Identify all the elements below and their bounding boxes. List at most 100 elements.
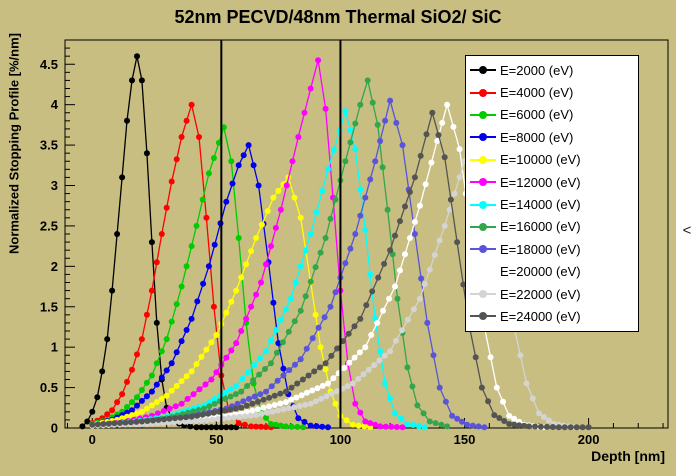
series-marker	[199, 411, 206, 418]
series-marker	[379, 164, 386, 171]
series-marker	[251, 362, 258, 369]
series-marker	[478, 384, 485, 391]
series-marker	[446, 206, 453, 213]
series-marker	[404, 364, 411, 371]
series-marker	[138, 397, 145, 404]
series-marker	[567, 424, 574, 431]
series-marker	[300, 424, 307, 431]
legend-item-0: E=2000 (eV)	[466, 59, 638, 81]
series-marker	[376, 357, 383, 364]
series-marker	[288, 423, 295, 430]
series-marker	[248, 303, 255, 310]
series-marker	[312, 398, 319, 405]
series-marker	[322, 105, 329, 112]
series-marker	[321, 314, 328, 321]
series-marker	[84, 418, 91, 425]
series-marker	[322, 366, 329, 373]
series-marker	[263, 424, 269, 430]
series-marker	[198, 417, 205, 424]
series-marker	[270, 299, 277, 306]
series-marker	[163, 336, 170, 343]
legend-marker-icon	[466, 242, 500, 256]
series-marker	[238, 274, 245, 281]
series-marker	[114, 399, 121, 406]
series-marker	[227, 406, 234, 413]
legend-label: E=2000 (eV)	[500, 62, 574, 78]
series-marker	[221, 407, 228, 414]
series-marker	[441, 222, 448, 229]
series-marker	[367, 420, 374, 427]
series-marker	[111, 420, 118, 427]
series-marker	[523, 380, 530, 387]
series-marker	[232, 391, 239, 398]
series-marker	[323, 393, 330, 400]
series-marker	[460, 281, 467, 288]
series-marker	[208, 376, 215, 383]
series-marker	[196, 386, 203, 393]
series-marker	[109, 407, 116, 414]
series-marker	[402, 251, 408, 258]
series-marker	[277, 422, 284, 429]
series-marker	[200, 280, 207, 287]
y-tick-label: 0.5	[40, 380, 58, 395]
series-marker	[188, 315, 195, 322]
series-marker	[328, 352, 335, 359]
series-marker	[307, 278, 314, 285]
series-marker	[263, 348, 269, 355]
series-marker	[423, 131, 430, 138]
series-marker	[342, 260, 349, 267]
series-marker	[205, 170, 212, 177]
series-marker	[183, 263, 190, 270]
series-marker	[234, 400, 241, 407]
series-marker	[210, 155, 217, 161]
series-marker	[585, 424, 592, 431]
series-marker	[233, 383, 240, 389]
series-marker	[124, 409, 130, 416]
series-marker	[397, 267, 403, 274]
legend-item-4: E=10000 (eV)	[466, 149, 638, 171]
series-marker	[269, 408, 276, 415]
series-marker	[416, 202, 423, 209]
series-marker	[362, 418, 369, 425]
series-marker	[388, 423, 395, 430]
series-marker	[307, 85, 314, 92]
series-marker	[214, 416, 221, 422]
series-marker	[305, 372, 312, 379]
series-marker	[302, 247, 309, 254]
series-marker	[365, 366, 372, 373]
series-marker	[406, 189, 413, 195]
series-marker	[183, 414, 189, 421]
series-marker	[100, 421, 107, 427]
series-marker	[228, 298, 235, 305]
legend-marker-icon	[466, 63, 500, 77]
series-marker	[263, 414, 269, 421]
series-marker	[312, 311, 319, 318]
series-marker	[253, 412, 260, 419]
series-marker	[287, 295, 294, 302]
series-marker	[411, 174, 418, 181]
series-marker	[222, 389, 229, 396]
series-marker	[327, 303, 334, 310]
series-marker	[173, 383, 180, 389]
series-marker	[193, 418, 199, 424]
series-marker	[481, 424, 488, 431]
series-marker	[456, 174, 463, 181]
series-marker	[475, 423, 482, 430]
series-marker	[233, 340, 240, 347]
series-marker	[168, 387, 175, 394]
x-tick-label: 200	[578, 432, 600, 447]
y-tick-label: 1	[51, 340, 58, 355]
series-marker	[360, 371, 367, 378]
series-marker	[315, 57, 322, 64]
series-marker	[285, 328, 292, 335]
series-marker	[404, 421, 411, 427]
series-marker	[332, 400, 339, 407]
series-marker	[236, 413, 243, 420]
series-marker	[163, 392, 170, 399]
series-marker	[282, 388, 289, 395]
series-marker	[444, 101, 451, 108]
series-marker	[223, 309, 230, 316]
series-marker	[357, 315, 364, 322]
series-marker	[255, 182, 262, 189]
series-marker	[211, 241, 218, 248]
